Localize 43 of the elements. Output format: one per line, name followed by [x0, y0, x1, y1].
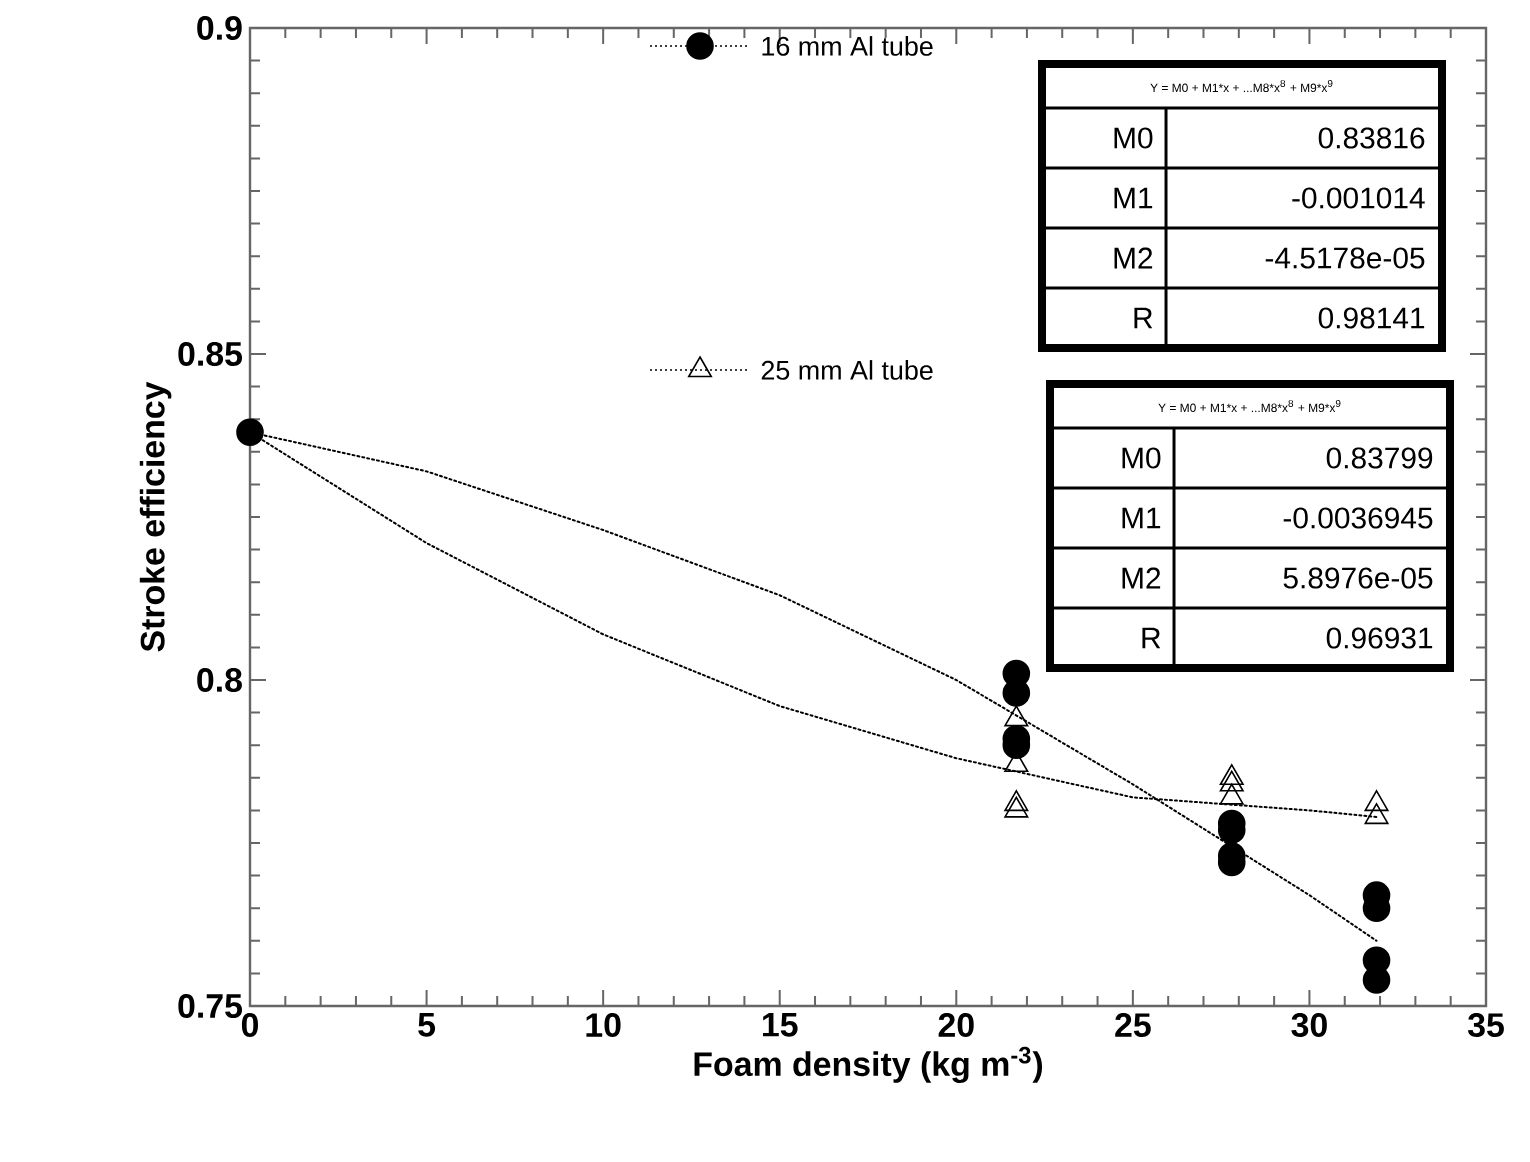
legend-label: 25 mm Al tube: [761, 360, 933, 380]
point: [1219, 764, 1244, 786]
x-tick-label: 15: [763, 1013, 798, 1037]
point: [1004, 790, 1029, 812]
annotation: M0: [1114, 127, 1153, 149]
point: [1364, 790, 1389, 812]
point: [1364, 803, 1389, 825]
x-tick-label: 5: [418, 1013, 436, 1037]
point: [1219, 770, 1244, 792]
point: [1219, 783, 1244, 805]
x-tick-label: 25: [1115, 1013, 1151, 1038]
annotation: R: [1142, 627, 1161, 649]
annotation: M0: [1122, 447, 1161, 469]
annotation: M2: [1114, 247, 1153, 269]
legend-label: 16 mm Al tube: [762, 36, 933, 56]
y-tick-label: 0.85: [178, 342, 243, 366]
x-tick-label: 35: [1467, 1013, 1504, 1038]
annotation: M1: [1122, 507, 1161, 529]
point: [1004, 705, 1029, 727]
annotation: M2: [1122, 567, 1161, 589]
point: [236, 418, 264, 447]
annotation: 5.8976e-05: [1283, 567, 1433, 589]
annotation: 0.96931: [1326, 627, 1433, 649]
y-tick-label: 0.9: [197, 15, 242, 40]
annotation: -0.001014: [1292, 187, 1425, 209]
x-tick-label: 20: [938, 1013, 974, 1038]
point: [1362, 966, 1391, 994]
annotation: -4.5178e-05: [1265, 247, 1425, 269]
y-tick-label: 0.8: [197, 668, 242, 692]
annotation: M1: [1114, 187, 1153, 209]
x-tick-label: 30: [1291, 1013, 1327, 1038]
x-axis-title: Foam density (kg m$^{-3}$): [694, 1046, 1043, 1083]
point: [1002, 679, 1031, 707]
x-tick-label: 10: [586, 1013, 621, 1038]
point: [1004, 796, 1029, 818]
y-axis-title: Stroke efficiency: [139, 381, 172, 652]
annotation: 0.98141: [1318, 307, 1425, 329]
annotation: -0.0036945: [1283, 507, 1433, 529]
annotation: 0.83799: [1326, 447, 1433, 469]
annotation: R: [1134, 307, 1153, 329]
x-tick-label: 0: [241, 1013, 259, 1038]
annotation: 0.83816: [1318, 127, 1425, 149]
y-tick-label: 0.75: [178, 994, 243, 1018]
